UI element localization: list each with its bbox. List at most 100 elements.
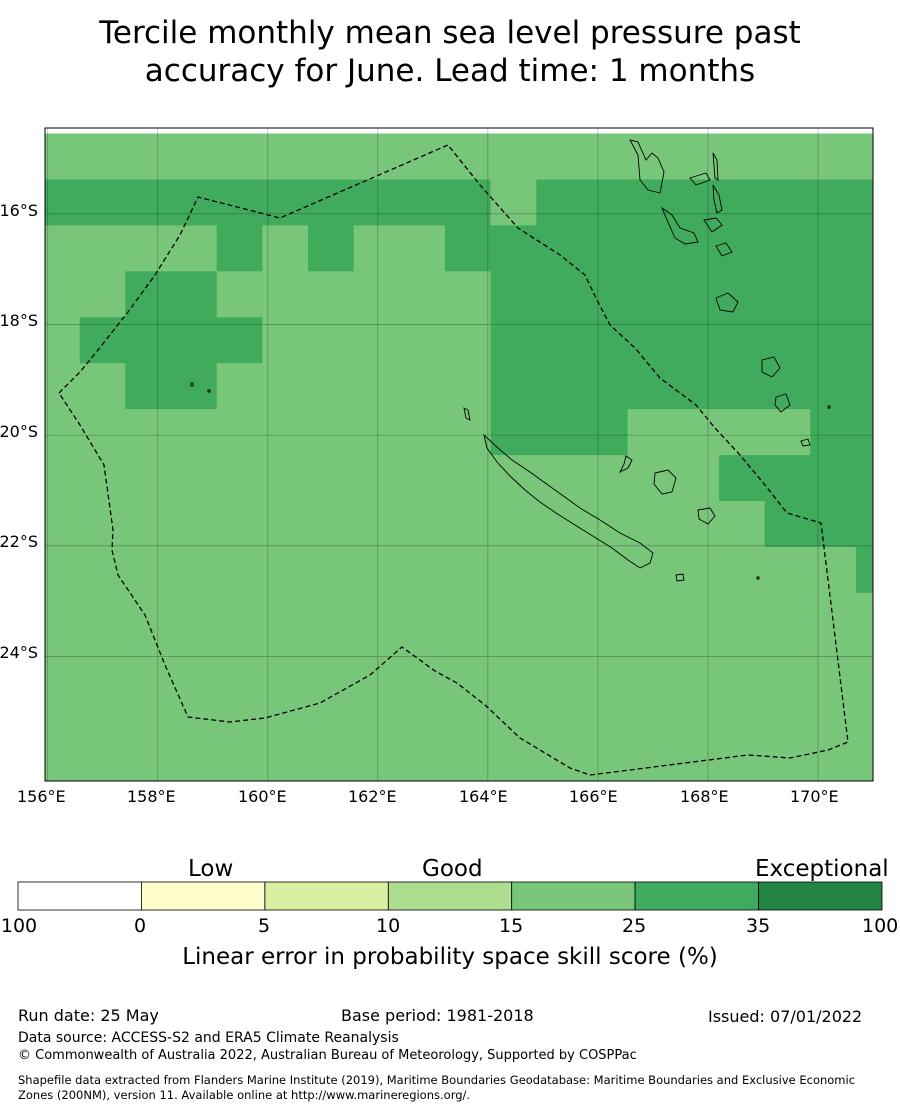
skill-cell [673, 776, 720, 781]
skill-cell [80, 823, 126, 870]
small-islet-b [207, 389, 211, 393]
skill-cell [79, 363, 126, 410]
skill-cell [536, 271, 583, 318]
skill-cell [855, 592, 873, 640]
colorbar-tick-label: 35 [746, 915, 771, 937]
skill-cell [673, 225, 720, 272]
skill-cell [536, 730, 583, 778]
lon-label: 162°E [348, 787, 397, 806]
skill-cell [308, 179, 355, 226]
skill-cell [399, 730, 446, 778]
lon-label: 156°E [17, 787, 66, 806]
skill-cell [308, 684, 355, 732]
skill-cell [216, 638, 263, 686]
skill-cell [536, 225, 583, 272]
skill-cell [627, 638, 674, 686]
skill-grid [45, 133, 873, 870]
skill-cell [810, 409, 857, 456]
skill-cell [582, 501, 629, 548]
skill-cell [79, 179, 126, 226]
skill-cell [855, 455, 873, 502]
skill-cell [810, 776, 857, 781]
skill-cell [719, 455, 766, 502]
skill-cell [582, 823, 628, 870]
skill-cell [490, 179, 537, 226]
skill-cell [582, 363, 629, 410]
skill-cell [399, 225, 446, 272]
skill-cell [445, 776, 492, 781]
skill-cell [399, 271, 446, 318]
skill-cell [308, 776, 355, 781]
shapefile-credit-line1: Shapefile data extracted from Flanders M… [18, 1073, 856, 1087]
skill-cell [810, 317, 857, 364]
skill-cell [216, 271, 263, 318]
skill-cell [536, 501, 583, 548]
skill-cell [536, 684, 583, 732]
skill-cell [582, 776, 629, 781]
skill-cell [536, 409, 583, 456]
skill-cell [171, 317, 218, 364]
skill-cell [582, 684, 629, 732]
skill-cell [490, 730, 537, 778]
issued-date: Issued: 07/01/2022 [708, 1007, 863, 1026]
skill-cell [125, 133, 172, 180]
skill-cell [262, 638, 309, 686]
skill-cell [399, 684, 446, 732]
skill-cell [719, 638, 766, 686]
skill-cell [490, 776, 537, 781]
skill-cell [79, 684, 126, 732]
skill-cell [79, 455, 126, 502]
skill-cell [855, 179, 873, 226]
skill-cell [445, 638, 492, 686]
skill-cell [810, 592, 857, 640]
skill-cell [719, 179, 766, 226]
skill-cell [627, 317, 674, 364]
lat-label: 24°S [0, 643, 38, 662]
skill-cell [171, 592, 218, 640]
colorbar-tick-label: 5 [258, 915, 271, 937]
skill-cell [536, 546, 583, 594]
skill-cell [719, 409, 766, 456]
map-frame [44, 127, 874, 782]
skill-cell [45, 271, 81, 318]
skill-cell [582, 133, 629, 180]
skill-cell [354, 823, 400, 870]
skill-cell [308, 225, 355, 272]
skill-cell [719, 317, 766, 364]
skill-cell [764, 409, 811, 456]
skill-cell [353, 638, 400, 686]
skill-cell [79, 225, 126, 272]
skill-cell [125, 592, 172, 640]
skill-cell [490, 225, 537, 272]
skill-cell [490, 684, 537, 732]
skill-cell [582, 409, 629, 456]
skill-cell [353, 133, 400, 180]
skill-cell [445, 225, 492, 272]
skill-cell [536, 638, 583, 686]
skill-cell [673, 823, 719, 870]
skill-cell [490, 133, 537, 180]
skill-cell [45, 317, 81, 364]
skill-cell [490, 501, 537, 548]
skill-cell [216, 455, 263, 502]
skill-cell [125, 455, 172, 502]
skill-cell [216, 363, 263, 410]
lon-label: 160°E [238, 787, 287, 806]
skill-cell [79, 592, 126, 640]
belep-islands [463, 407, 471, 421]
skill-cell [262, 225, 309, 272]
category-low: Low [188, 856, 234, 882]
skill-cell [399, 592, 446, 640]
skill-cell [125, 776, 172, 781]
skill-cell [216, 546, 263, 594]
skill-cell [171, 179, 218, 226]
skill-cell [673, 546, 720, 594]
skill-cell [764, 546, 811, 594]
lat-label: 16°S [0, 201, 38, 220]
skill-cell [399, 455, 446, 502]
skill-cell [627, 133, 674, 180]
run-date: Run date: 25 May [18, 1006, 159, 1025]
skill-cell [719, 776, 766, 781]
skill-cell [79, 730, 126, 778]
